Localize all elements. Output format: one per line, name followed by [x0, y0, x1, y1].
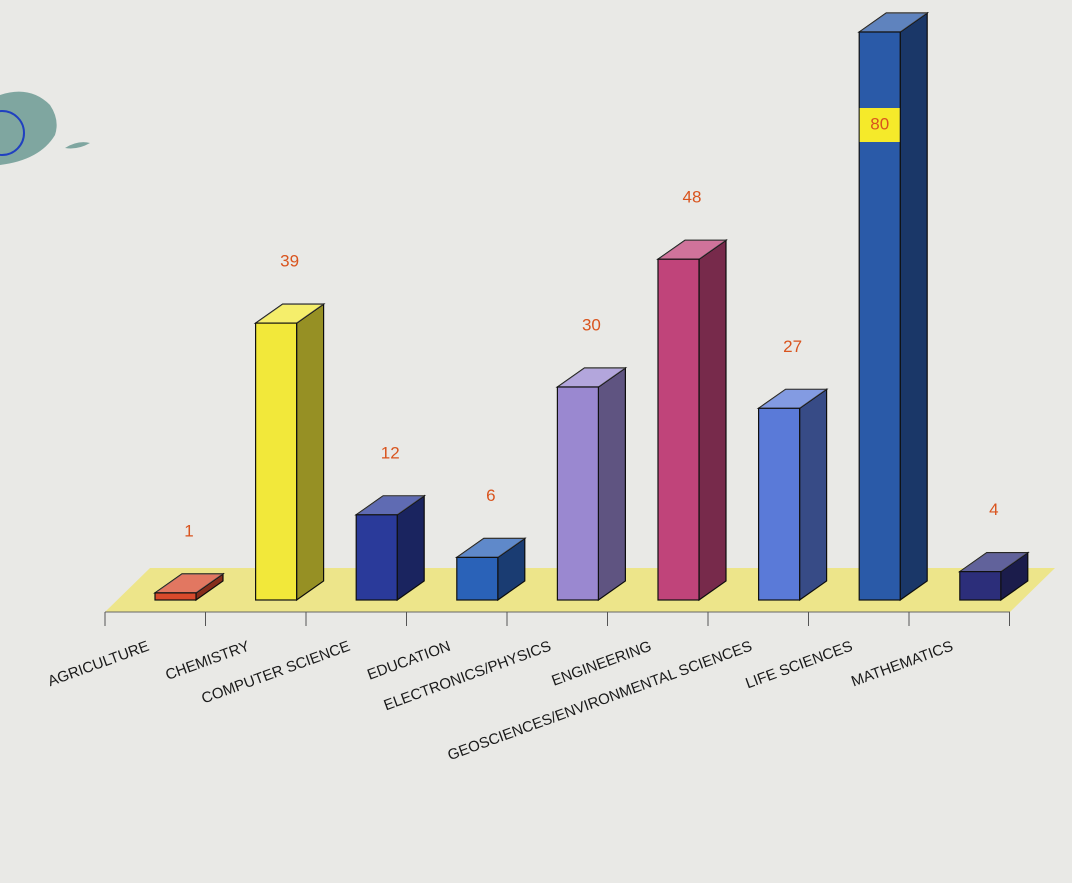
- bar-top-shade: [456, 538, 525, 558]
- bar-top-shade: [859, 13, 928, 32]
- value-label: 80: [870, 114, 889, 133]
- bar: [555, 366, 628, 602]
- decoration: [0, 91, 57, 165]
- bar-top-shade: [758, 389, 827, 409]
- bar-front: [556, 386, 600, 601]
- bar: [857, 11, 930, 602]
- bar-side-shade: [900, 13, 928, 600]
- value-label-box: [859, 108, 900, 142]
- value-label: 48: [683, 188, 702, 207]
- value-label: 27: [783, 337, 802, 356]
- bar-top-shade: [255, 304, 324, 324]
- bar-top-shade: [155, 573, 223, 593]
- bar-side-shade: [296, 304, 324, 600]
- bar: [957, 551, 1030, 602]
- bar-front: [757, 407, 801, 601]
- decoration: [65, 142, 90, 149]
- decoration: [0, 110, 25, 156]
- value-label: 30: [582, 315, 601, 334]
- bar-side-shade: [699, 240, 726, 600]
- bar: [756, 388, 829, 602]
- value-label: 39: [280, 252, 299, 271]
- bar-front: [456, 556, 499, 601]
- bar-top-shade: [557, 368, 626, 387]
- bar-side-shade: [196, 573, 223, 600]
- bar: [354, 494, 427, 602]
- value-label: 6: [486, 486, 495, 505]
- bar-front: [154, 592, 197, 601]
- bar-front: [355, 514, 398, 601]
- bar-top-shade: [959, 552, 1028, 572]
- bar: [253, 302, 326, 602]
- bar: [153, 572, 225, 602]
- bar-top-shade: [356, 495, 425, 515]
- bar-front: [657, 258, 700, 601]
- bar-front: [255, 322, 298, 601]
- value-label: 12: [381, 443, 400, 462]
- value-label: 4: [989, 500, 998, 519]
- bar-side-shade: [397, 495, 425, 600]
- bar-side-shade: [1000, 552, 1028, 600]
- bar-top-shade: [658, 240, 726, 260]
- bar: [454, 537, 527, 602]
- bar-side-shade: [598, 368, 626, 600]
- bar-front: [959, 570, 1002, 601]
- bar-side-shade: [497, 538, 525, 600]
- bar: [656, 239, 728, 602]
- value-label: 1: [184, 521, 193, 540]
- bar-side-shade: [799, 389, 827, 600]
